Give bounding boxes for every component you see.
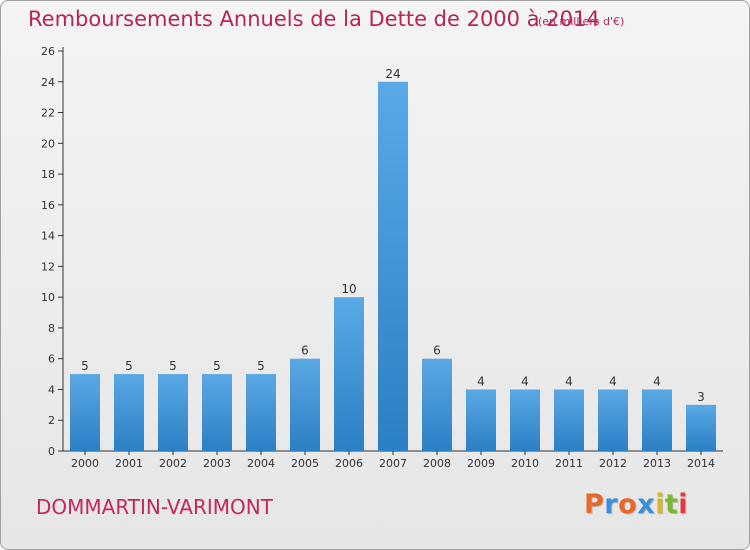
x-tick-label: 2004 xyxy=(247,457,275,470)
bar-2008 xyxy=(422,358,452,451)
y-tick-label: 10 xyxy=(41,291,55,304)
y-tick-label: 4 xyxy=(48,383,55,396)
x-tick-label: 2009 xyxy=(467,457,495,470)
y-tick-label: 12 xyxy=(41,260,55,273)
bar-2005 xyxy=(290,358,320,451)
x-tick-label: 2012 xyxy=(599,457,627,470)
x-tick-label: 2010 xyxy=(511,457,539,470)
data-label-2003: 5 xyxy=(213,359,221,373)
y-tick-label: 22 xyxy=(41,107,55,120)
bar-2000 xyxy=(70,374,100,451)
commune-name: DOMMARTIN-VARIMONT xyxy=(36,495,273,519)
y-tick-label: 18 xyxy=(41,168,55,181)
bar-2011 xyxy=(554,389,584,451)
bar-2007 xyxy=(378,81,408,452)
proxiti-logo: Proxiti xyxy=(584,489,688,520)
x-tick-label: 2007 xyxy=(379,457,407,470)
logo-letter: P xyxy=(584,489,605,520)
y-tick-label: 8 xyxy=(48,322,55,335)
x-tick-label: 2005 xyxy=(291,457,319,470)
bar-2012 xyxy=(598,389,628,451)
data-label-2000: 5 xyxy=(81,359,89,373)
data-label-2013: 4 xyxy=(653,374,661,388)
logo-letter: o xyxy=(618,489,638,520)
data-label-2005: 6 xyxy=(301,344,309,358)
chart-data-labels: 5 5 5 5 5 6 10 24 6 4 4 4 4 4 3 xyxy=(81,67,705,404)
bar-2009 xyxy=(466,389,496,451)
chart-bars xyxy=(70,81,716,452)
chart-subtitle: (en milliers d'€) xyxy=(538,15,625,28)
data-label-2009: 4 xyxy=(477,374,485,388)
x-tick-label: 2003 xyxy=(203,457,231,470)
logo-letter: x xyxy=(637,489,656,520)
data-label-2002: 5 xyxy=(169,359,177,373)
data-label-2008: 6 xyxy=(433,344,441,358)
y-tick-label: 6 xyxy=(48,353,55,366)
logo-letter: r xyxy=(604,489,619,520)
y-tick-label: 14 xyxy=(41,230,55,243)
chart-title: Remboursements Annuels de la Dette de 20… xyxy=(28,7,600,31)
x-tick-label: 2013 xyxy=(643,457,671,470)
x-tick-label: 2008 xyxy=(423,457,451,470)
bar-2001 xyxy=(114,374,144,451)
data-label-2001: 5 xyxy=(125,359,133,373)
logo-letter: i xyxy=(678,489,689,520)
x-tick-label: 2006 xyxy=(335,457,363,470)
bar-2003 xyxy=(202,374,232,451)
x-tick-label: 2002 xyxy=(159,457,187,470)
logo-letter: t xyxy=(664,489,679,520)
logo-letter: i xyxy=(655,489,665,520)
y-tick-label: 26 xyxy=(41,45,55,58)
y-tick-label: 2 xyxy=(48,414,55,427)
data-label-2011: 4 xyxy=(565,374,573,388)
x-tick-label: 2011 xyxy=(555,457,583,470)
y-tick-label: 20 xyxy=(41,137,55,150)
bar-2014 xyxy=(686,404,716,451)
bar-2013 xyxy=(642,389,672,451)
data-label-2010: 4 xyxy=(521,374,529,388)
bar-2006 xyxy=(334,297,364,451)
data-label-2007: 24 xyxy=(385,67,400,81)
x-tick-label: 2014 xyxy=(687,457,715,470)
bar-2004 xyxy=(246,374,276,451)
bar-2002 xyxy=(158,374,188,451)
data-label-2006: 10 xyxy=(341,282,356,296)
y-tick-label: 16 xyxy=(41,199,55,212)
x-tick-label: 2000 xyxy=(71,457,99,470)
bar-2010 xyxy=(510,389,540,451)
data-label-2014: 3 xyxy=(697,390,705,404)
y-tick-label: 0 xyxy=(48,445,55,458)
x-tick-label: 2001 xyxy=(115,457,143,470)
y-tick-label: 24 xyxy=(41,76,55,89)
data-label-2004: 5 xyxy=(257,359,265,373)
data-label-2012: 4 xyxy=(609,374,617,388)
